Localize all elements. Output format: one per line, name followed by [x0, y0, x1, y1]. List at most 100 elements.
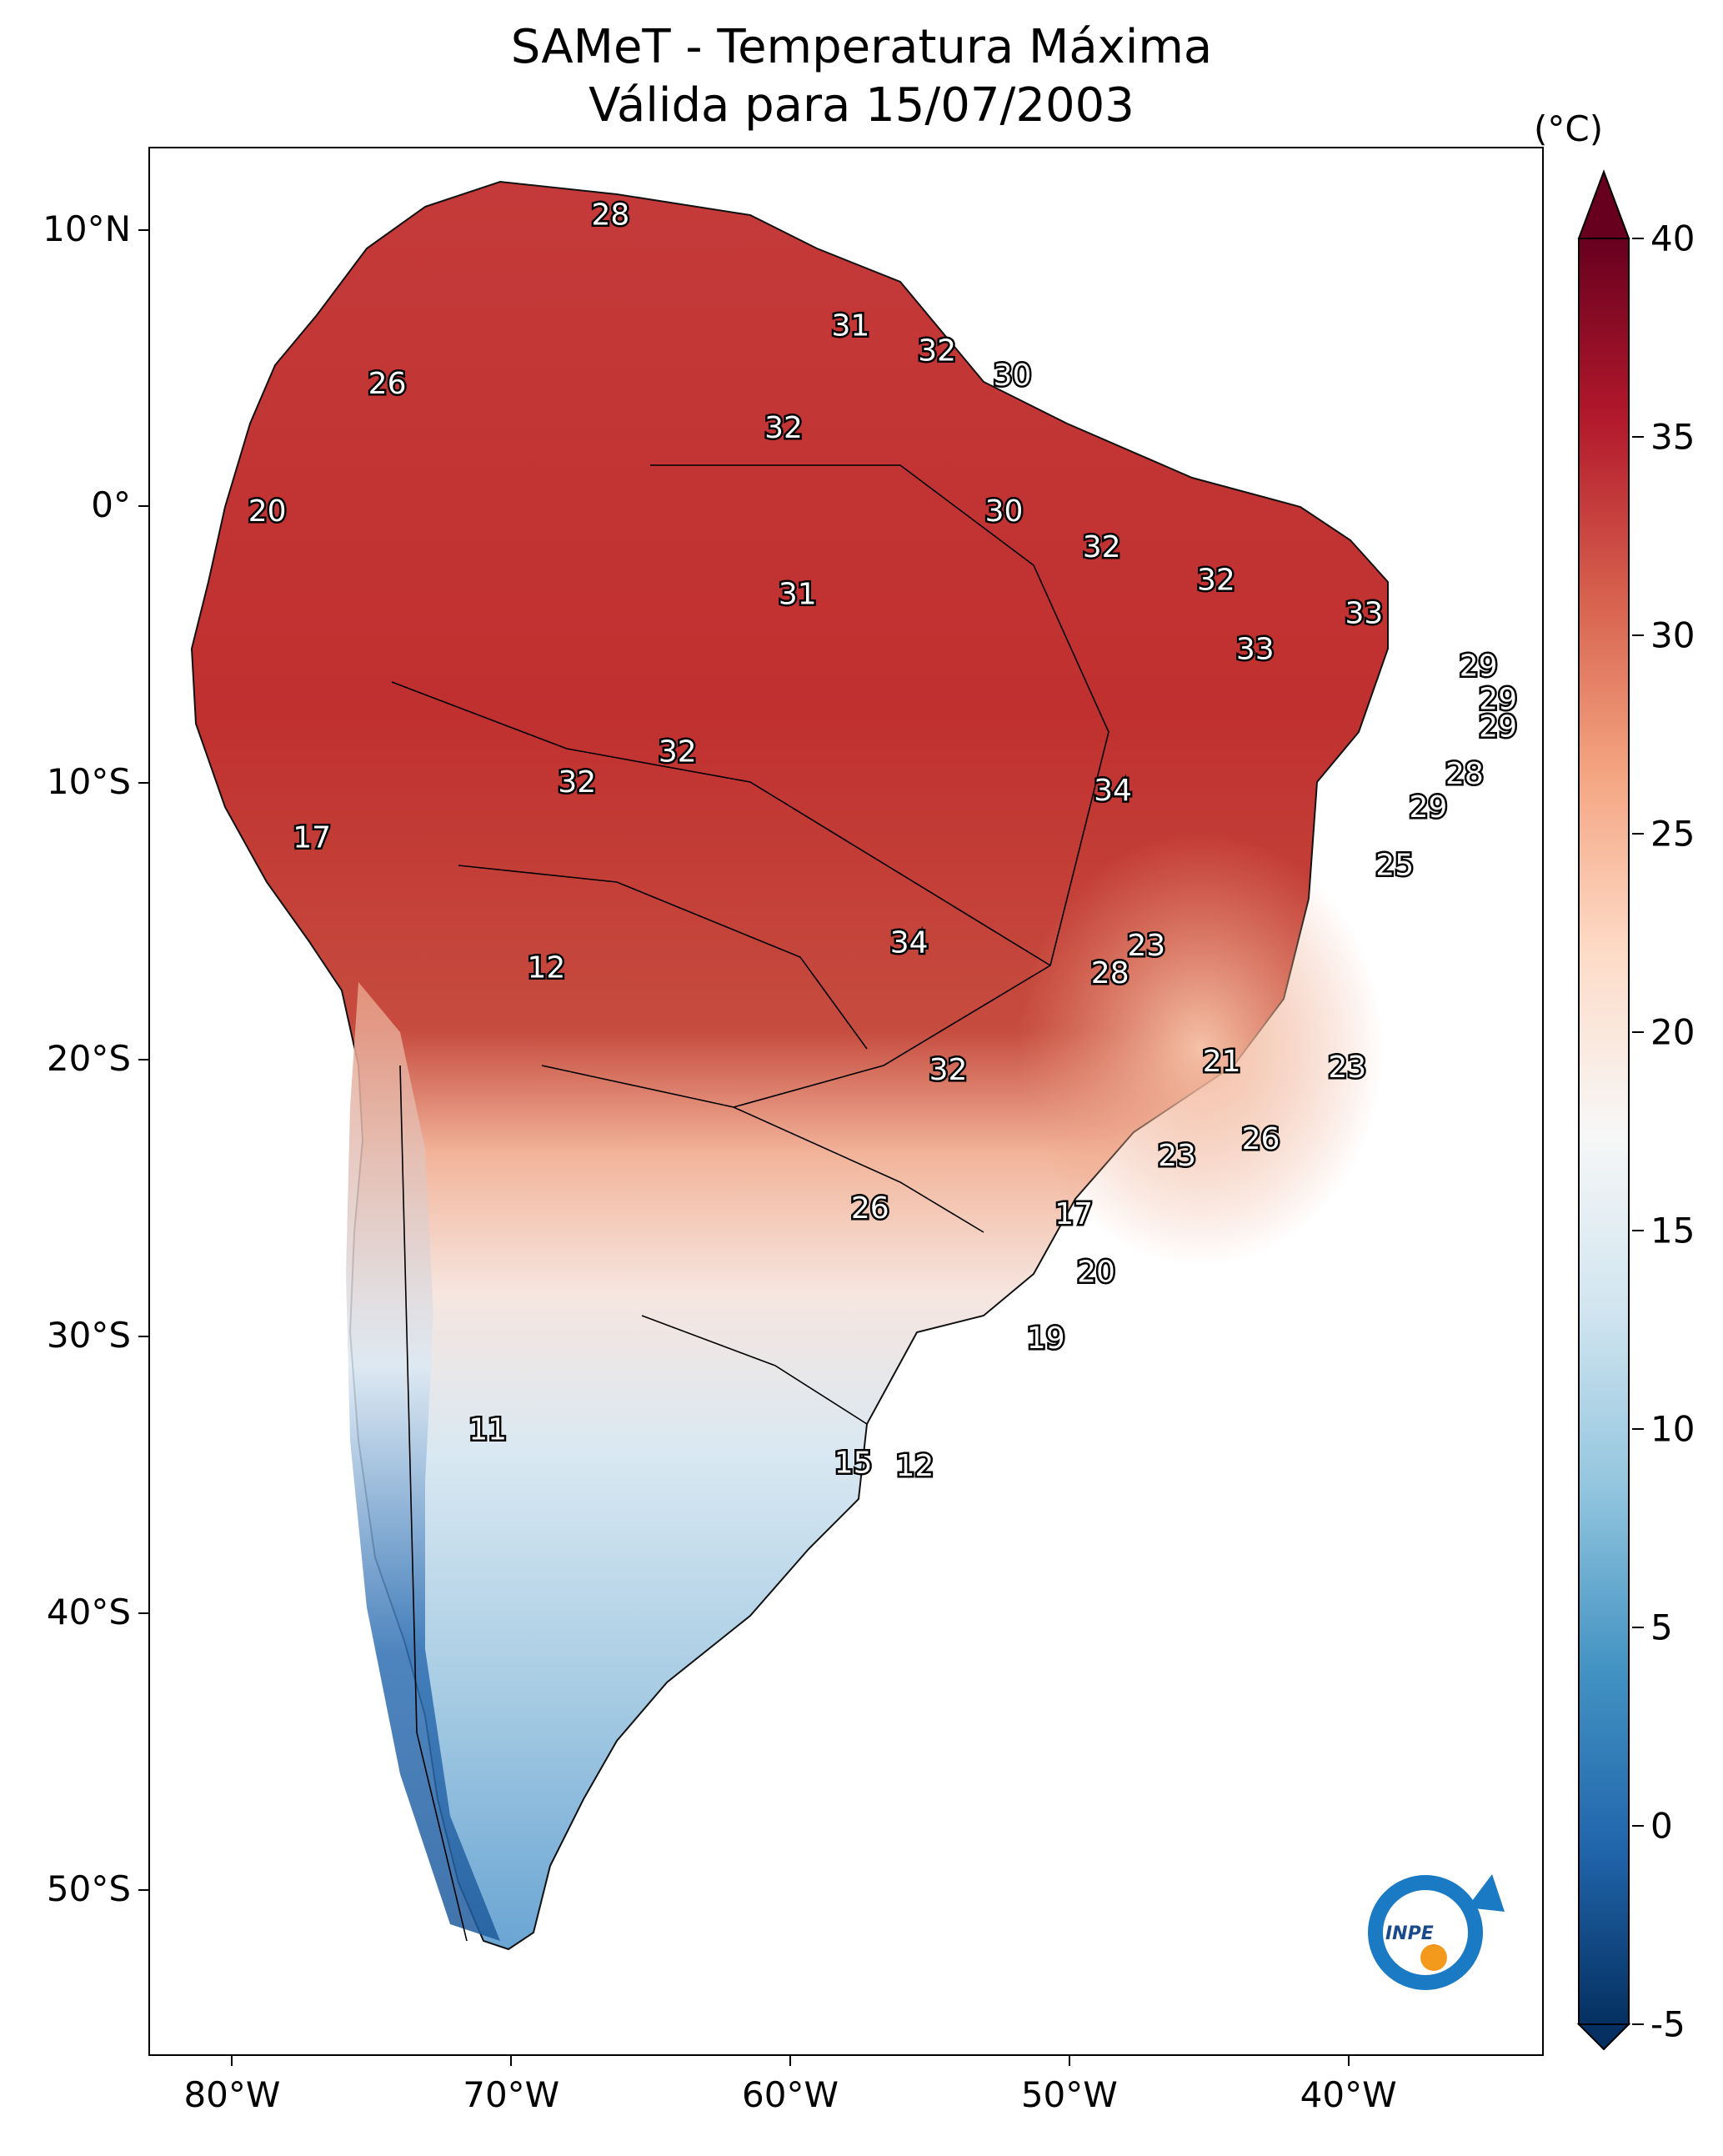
contour-label: 29 — [1409, 790, 1447, 825]
country-borders — [391, 464, 1109, 1942]
latitude-tick — [138, 1059, 148, 1061]
contour-label: 31 — [779, 577, 817, 611]
contour-label: 28 — [1091, 956, 1129, 990]
border-line — [458, 865, 868, 1050]
colorbar-bottom-extend — [1576, 2023, 1631, 2051]
contour-label: 12 — [528, 950, 566, 985]
colorbar-tick — [1632, 833, 1644, 835]
contour-label: 15 — [834, 1446, 873, 1480]
longitude-tick-label: 50°W — [1020, 2074, 1118, 2115]
longitude-tick — [231, 2056, 233, 2066]
latitude-tick-label: 50°S — [46, 1868, 131, 1909]
inpe-logo: INPE — [1368, 1874, 1505, 1990]
colorbar-tick — [1632, 1825, 1644, 1827]
colorbar-tick-label: 35 — [1650, 416, 1695, 458]
contour-label: 25 — [1375, 849, 1414, 883]
longitude-tick-label: 60°W — [742, 2074, 839, 2115]
colorbar-bar — [1576, 169, 1631, 2051]
map-title: SAMeT - Temperatura Máxima Válida para 1… — [0, 18, 1723, 135]
contour-label: 23 — [1127, 929, 1165, 963]
title-line-1: SAMeT - Temperatura Máxima — [510, 20, 1213, 74]
colorbar-unit: (°C) — [1534, 108, 1604, 149]
border-line — [541, 1065, 984, 1233]
colorbar-tick — [1632, 1230, 1644, 1231]
latitude-tick-label: 30°S — [46, 1315, 131, 1356]
colorbar-top-extend — [1577, 169, 1630, 239]
colorbar-tick-label: 30 — [1650, 614, 1695, 656]
latitude-tick-label: 10°S — [46, 761, 131, 803]
contour-label: 32 — [558, 765, 596, 800]
border-line — [641, 1315, 868, 1425]
logo-orange-dot — [1420, 1944, 1447, 1971]
contour-label: 32 — [764, 411, 803, 445]
latitude-tick-label: 40°S — [46, 1591, 131, 1632]
longitude-tick — [1347, 2056, 1350, 2066]
colorbar-tick — [1632, 2023, 1644, 2025]
contour-label: 33 — [1236, 633, 1275, 667]
contour-label: 17 — [1054, 1197, 1093, 1231]
contour-label: 12 — [895, 1449, 934, 1483]
contour-label: 33 — [1345, 597, 1383, 631]
colorbar-tick-label: 10 — [1650, 1408, 1695, 1450]
colorbar-tick — [1632, 634, 1644, 636]
colorbar-tick — [1632, 1031, 1644, 1033]
colorbar-tick — [1632, 436, 1644, 438]
contour-label: 29 — [1479, 710, 1517, 745]
longitude-tick-label: 70°W — [463, 2074, 560, 2115]
contour-label: 32 — [1083, 530, 1121, 564]
contour-label: 32 — [929, 1053, 968, 1087]
contour-label: 28 — [1445, 757, 1484, 791]
contour-label: 20 — [1077, 1255, 1115, 1289]
colorbar-tick — [1632, 1627, 1644, 1628]
colorbar-tick — [1632, 1428, 1644, 1430]
contour-label: 19 — [1027, 1321, 1065, 1356]
contour-label: 23 — [1328, 1050, 1366, 1085]
latitude-tick-label: 20°S — [46, 1038, 131, 1080]
andes-band — [346, 982, 500, 1941]
contour-label: 34 — [890, 926, 929, 960]
colorbar-tick-label: 25 — [1650, 813, 1695, 855]
border-line — [391, 681, 1051, 966]
latitude-tick-label: 0° — [91, 484, 131, 526]
contour-label: 29 — [1460, 649, 1498, 684]
contour-label: 26 — [1242, 1122, 1280, 1156]
contour-label: 20 — [248, 494, 287, 529]
logo-blue-ring — [1368, 1875, 1483, 1990]
latitude-tick — [138, 1612, 148, 1614]
colorbar-tick-label: 0 — [1650, 1805, 1673, 1847]
land-layer — [190, 180, 1389, 1951]
contour-label: 32 — [659, 735, 697, 770]
south-america-land — [190, 180, 1389, 1951]
contour-label: 11 — [468, 1413, 507, 1447]
latitude-tick-label: 10°N — [43, 208, 131, 249]
latitude-tick — [138, 228, 148, 231]
contour-label: 21 — [1203, 1045, 1241, 1079]
latitude-tick — [138, 782, 148, 785]
southeast-warm-patch — [1017, 832, 1384, 1266]
contour-label: 28 — [592, 198, 630, 233]
contour-label: 31 — [831, 308, 869, 343]
colorbar-tick-label: 20 — [1650, 1011, 1695, 1053]
longitude-tick — [789, 2056, 792, 2066]
longitude-tick — [510, 2056, 513, 2066]
logo-text: INPE — [1385, 1923, 1434, 1944]
contour-label: 17 — [293, 820, 331, 855]
longitude-tick-label: 40°W — [1300, 2074, 1397, 2115]
latitude-tick — [138, 1336, 148, 1338]
contour-label: 34 — [1094, 774, 1132, 808]
latitude-tick — [138, 505, 148, 508]
contour-label: 26 — [851, 1191, 889, 1226]
logo-arrow-icon — [1467, 1874, 1505, 1912]
title-line-2: Válida para 15/07/2003 — [589, 78, 1134, 133]
contour-label: 26 — [368, 367, 407, 401]
colorbar-tick-label: 15 — [1650, 1210, 1695, 1251]
colorbar-tick — [1632, 238, 1644, 239]
contour-label: 32 — [918, 333, 956, 368]
colorbar-tick-label: 5 — [1650, 1607, 1673, 1648]
contour-label: 30 — [985, 494, 1024, 529]
latitude-tick — [138, 1888, 148, 1891]
contour-label: 29 — [1479, 682, 1517, 716]
colorbar-gradient — [1578, 238, 1630, 2025]
